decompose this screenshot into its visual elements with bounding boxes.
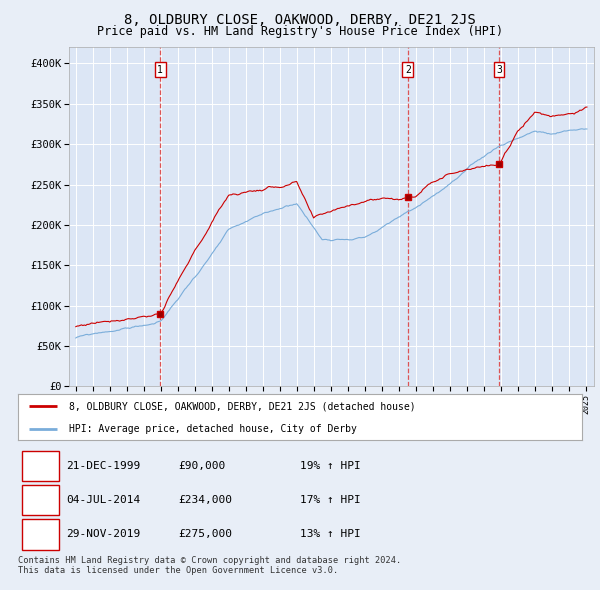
Text: 8, OLDBURY CLOSE, OAKWOOD, DERBY, DE21 2JS (detached house): 8, OLDBURY CLOSE, OAKWOOD, DERBY, DE21 2…: [69, 401, 415, 411]
Text: 3: 3: [37, 529, 44, 539]
FancyBboxPatch shape: [22, 519, 59, 549]
Text: HPI: Average price, detached house, City of Derby: HPI: Average price, detached house, City…: [69, 424, 356, 434]
Text: £234,000: £234,000: [179, 495, 233, 505]
Text: 8, OLDBURY CLOSE, OAKWOOD, DERBY, DE21 2JS: 8, OLDBURY CLOSE, OAKWOOD, DERBY, DE21 2…: [124, 13, 476, 27]
Text: 21-DEC-1999: 21-DEC-1999: [66, 461, 140, 471]
Text: 2: 2: [405, 65, 411, 75]
Text: 1: 1: [157, 65, 163, 75]
Text: 19% ↑ HPI: 19% ↑ HPI: [300, 461, 361, 471]
FancyBboxPatch shape: [22, 485, 59, 515]
Text: Contains HM Land Registry data © Crown copyright and database right 2024.
This d: Contains HM Land Registry data © Crown c…: [18, 556, 401, 575]
Text: 29-NOV-2019: 29-NOV-2019: [66, 529, 140, 539]
Text: 3: 3: [496, 65, 502, 75]
Text: 13% ↑ HPI: 13% ↑ HPI: [300, 529, 361, 539]
Text: £275,000: £275,000: [179, 529, 233, 539]
Text: 04-JUL-2014: 04-JUL-2014: [66, 495, 140, 505]
Text: £90,000: £90,000: [179, 461, 226, 471]
FancyBboxPatch shape: [22, 451, 59, 481]
Text: 2: 2: [37, 495, 44, 505]
Text: 1: 1: [37, 461, 44, 471]
Text: 17% ↑ HPI: 17% ↑ HPI: [300, 495, 361, 505]
Text: Price paid vs. HM Land Registry's House Price Index (HPI): Price paid vs. HM Land Registry's House …: [97, 25, 503, 38]
